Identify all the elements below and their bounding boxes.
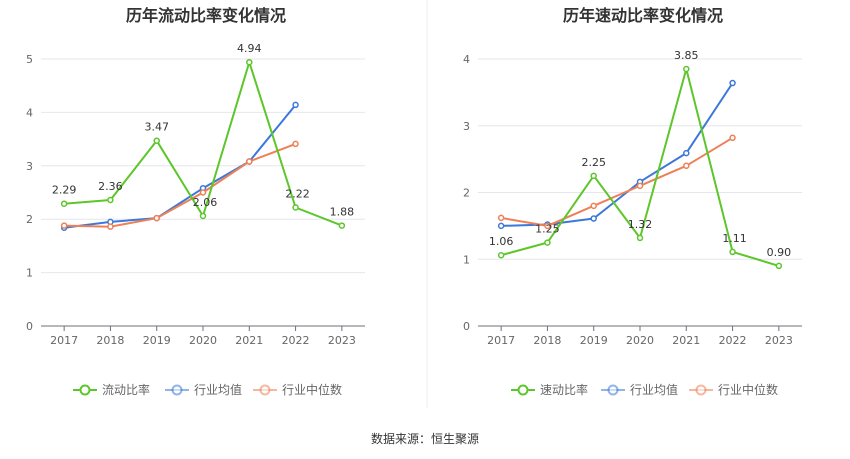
series-line: [500, 136, 734, 227]
data-label: 1.25: [535, 223, 560, 236]
y-tick-label: 1: [26, 267, 33, 280]
legend-item: 行业均值: [165, 382, 242, 397]
current-ratio-chart: 历年流动比率变化情况 0 1 2 3 4 5 2017 2018 2019 2020 2021 2022…: [26, 6, 365, 397]
y-tick-label: 3: [463, 120, 470, 133]
legend-marker: [695, 384, 707, 396]
series-line: [64, 142, 296, 228]
data-point: [497, 251, 505, 259]
series-line: [63, 104, 297, 229]
x-tick-label: 2022: [282, 334, 310, 347]
legend-label: 行业均值: [194, 382, 242, 397]
chart-title: 历年速动比率变化情况: [563, 6, 723, 25]
x-tick-label: 2022: [719, 334, 747, 347]
legend-marker: [79, 384, 91, 396]
series-line: [501, 82, 734, 227]
x-tick-label: 2020: [626, 334, 654, 347]
data-label: 3.85: [674, 49, 699, 62]
data-label: 1.32: [628, 218, 653, 231]
x-tick-label: 2020: [189, 334, 217, 347]
legend-item: 速动比率: [511, 382, 588, 397]
data-point: [199, 189, 207, 196]
data-point: [292, 101, 299, 109]
legend-label: 行业中位数: [718, 382, 778, 397]
legend-item: 行业中位数: [689, 382, 778, 397]
data-point: [775, 262, 783, 270]
x-tick-label: 2021: [672, 334, 700, 347]
data-point: [544, 222, 551, 230]
data-point: [636, 234, 644, 242]
data-point: [683, 149, 690, 157]
data-point: [590, 172, 597, 180]
data-point: [729, 79, 736, 87]
legend-label: 行业均值: [630, 382, 678, 397]
legend-marker: [607, 384, 619, 396]
data-point: [60, 200, 68, 207]
data-point: [199, 212, 207, 220]
data-label: 2.06: [193, 196, 218, 209]
y-tick-label: 5: [26, 53, 33, 66]
data-label: 2.29: [52, 184, 77, 197]
data-point: [246, 158, 253, 165]
data-point: [246, 58, 253, 66]
legend-label: 行业中位数: [282, 382, 342, 397]
y-tick-label: 2: [463, 187, 470, 200]
data-label: 4.94: [237, 42, 262, 55]
legend-item: 流动比率: [73, 382, 150, 397]
data-point: [338, 222, 346, 229]
y-tick-label: 0: [463, 320, 470, 333]
x-tick-label: 2023: [765, 334, 793, 347]
x-tick-label: 2019: [143, 334, 171, 347]
data-label: 1.88: [330, 206, 355, 219]
data-label: 2.25: [581, 156, 606, 169]
data-point: [590, 202, 597, 210]
data-point: [636, 182, 644, 190]
y-tick-label: 1: [463, 253, 470, 266]
source-note: 数据来源：恒生聚源: [371, 431, 479, 446]
data-point: [153, 137, 160, 144]
x-tick-label: 2018: [96, 334, 124, 347]
legend-marker: [517, 384, 529, 396]
x-tick-label: 2018: [533, 334, 561, 347]
chart-title: 历年流动比率变化情况: [126, 6, 286, 25]
data-label: 1.06: [489, 235, 514, 248]
x-tick-label: 2023: [328, 334, 356, 347]
x-tick-label: 2021: [235, 334, 263, 347]
data-label: 0.90: [767, 246, 792, 259]
data-label: 2.36: [98, 180, 123, 193]
data-label: 3.47: [144, 121, 169, 134]
y-tick-label: 4: [463, 53, 470, 66]
legend-marker: [259, 384, 271, 396]
data-point: [107, 196, 114, 204]
data-point: [683, 65, 690, 73]
data-label: 1.11: [722, 232, 747, 245]
legend-marker: [171, 384, 183, 396]
legend-item: 行业均值: [601, 382, 678, 397]
data-label: 2.22: [285, 187, 310, 200]
y-tick-label: 4: [26, 106, 33, 119]
data-point: [497, 214, 505, 222]
x-tick-label: 2019: [580, 334, 608, 347]
data-point: [683, 162, 690, 170]
data-point: [292, 204, 299, 211]
y-tick-label: 2: [26, 213, 33, 226]
data-point: [107, 223, 114, 230]
x-tick-label: 2017: [487, 334, 515, 347]
x-tick-label: 2017: [50, 334, 78, 347]
legend-label: 流动比率: [102, 382, 150, 397]
y-tick-label: 3: [26, 160, 33, 173]
data-point: [729, 134, 736, 142]
legend-label: 速动比率: [540, 382, 588, 397]
data-point: [497, 222, 505, 230]
quick-ratio-chart: 历年速动比率变化情况 0 1 2 3 4 2017 2018 2019 2020 2021 2022 2…: [463, 6, 802, 397]
data-point: [544, 239, 551, 246]
legend-item: 行业中位数: [253, 382, 342, 397]
y-tick-label: 0: [26, 320, 33, 333]
data-point: [60, 222, 68, 229]
data-point: [590, 215, 597, 222]
data-point: [292, 140, 299, 148]
data-point: [729, 248, 736, 256]
data-point: [153, 214, 160, 222]
